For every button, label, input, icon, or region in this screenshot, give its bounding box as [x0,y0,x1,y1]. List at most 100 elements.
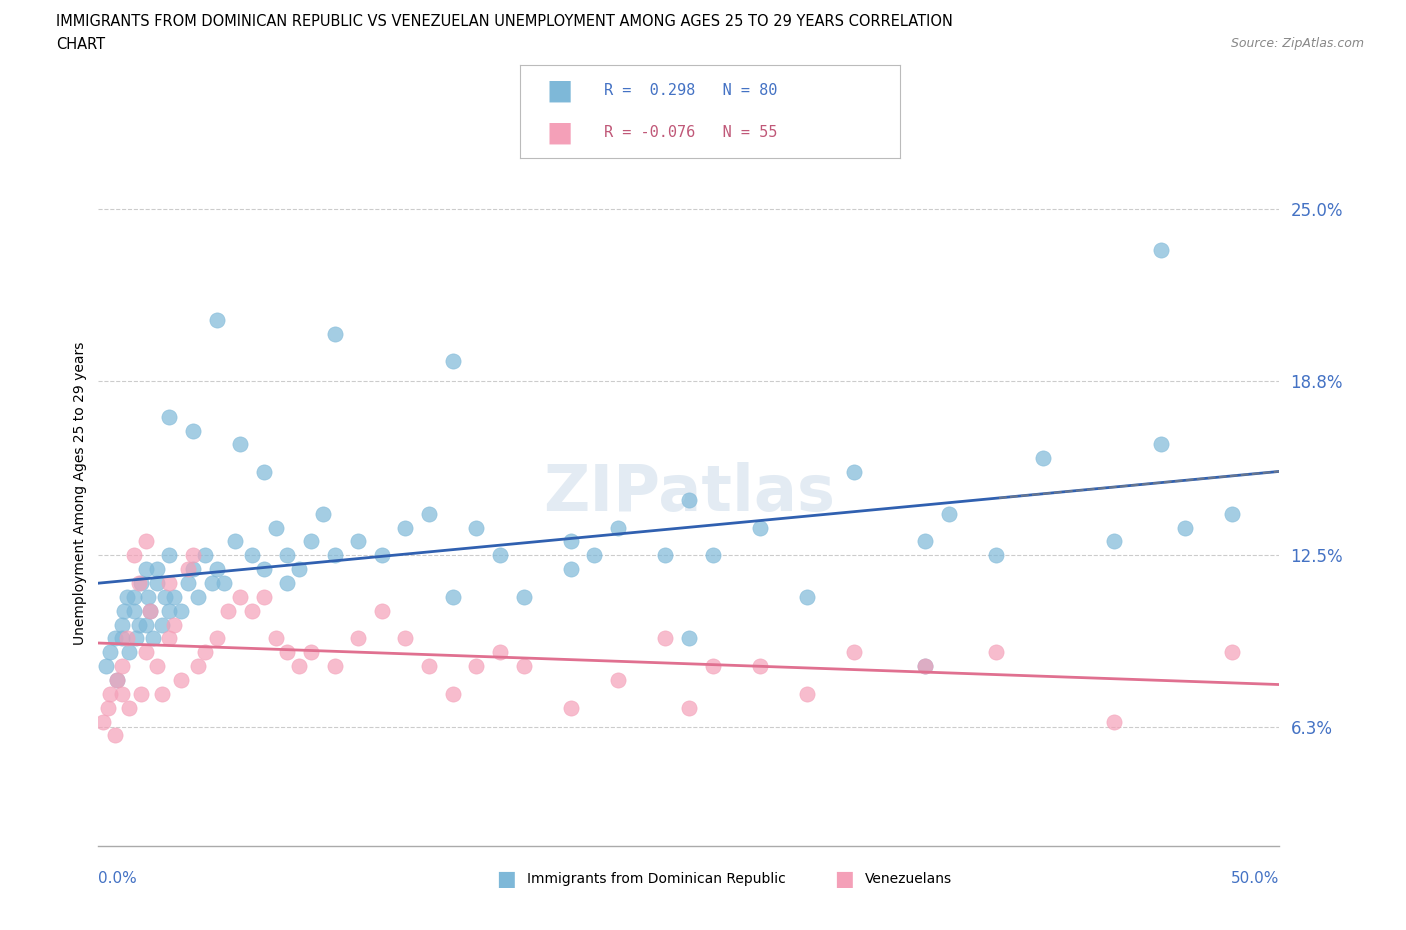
Point [122,604,145,618]
Point [276,548,298,563]
Point [253,562,276,577]
Point [394,631,416,645]
Point [157,576,180,591]
Point [118,700,141,715]
Point [264,520,287,535]
Point [201,576,224,591]
Point [157,548,180,563]
Point [139,604,162,618]
Point [212,576,235,591]
Point [142,631,165,645]
Point [253,465,276,480]
Point [135,534,157,549]
Point [205,631,228,645]
Point [205,562,228,577]
Point [702,548,724,563]
Point [104,631,127,645]
Point [678,700,700,715]
Point [465,658,488,673]
Point [150,618,173,632]
Point [394,520,416,535]
Point [153,590,176,604]
Point [229,437,252,452]
Point [194,548,217,563]
Point [111,658,134,673]
Point [112,604,135,618]
Text: CHART: CHART [56,37,105,52]
Point [796,590,818,604]
Text: 0.0%: 0.0% [98,871,138,886]
Point [91,714,114,729]
Point [170,604,193,618]
Point [984,644,1007,659]
Point [118,644,141,659]
Point [229,590,252,604]
Point [560,534,582,549]
Point [560,700,582,715]
Point [128,576,150,591]
Point [654,631,676,645]
Point [181,562,204,577]
Point [489,548,512,563]
Point [98,686,121,701]
Text: 50.0%: 50.0% [1232,871,1279,886]
Point [441,590,464,604]
Point [844,465,866,480]
Point [128,618,150,632]
Point [512,658,534,673]
Point [1174,520,1197,535]
Point [654,548,676,563]
Point [1220,644,1243,659]
Point [177,576,200,591]
Point [135,618,157,632]
Point [125,631,148,645]
Point [187,590,209,604]
Point [150,686,173,701]
Point [194,644,217,659]
Point [181,548,204,563]
Point [135,562,157,577]
Point [748,658,770,673]
Point [984,548,1007,563]
Point [702,658,724,673]
Point [323,326,346,341]
Point [465,520,488,535]
Point [1220,506,1243,521]
Point [122,548,145,563]
Point [146,562,169,577]
Point [135,644,157,659]
Point [583,548,606,563]
Point [418,658,440,673]
Point [347,631,370,645]
Point [748,520,770,535]
Point [371,548,394,563]
Point [489,644,512,659]
Text: Venezuelans: Venezuelans [865,871,952,886]
Point [115,590,138,604]
Point [418,506,440,521]
Point [157,604,180,618]
Point [98,644,121,659]
Y-axis label: Unemployment Among Ages 25 to 29 years: Unemployment Among Ages 25 to 29 years [73,341,87,644]
Point [115,631,138,645]
Point [914,658,936,673]
Point [276,576,298,591]
Point [129,686,152,701]
Point [938,506,960,521]
Point [299,644,322,659]
Point [105,672,128,687]
Point [323,658,346,673]
Point [678,631,700,645]
Point [312,506,335,521]
Point [796,686,818,701]
Text: IMMIGRANTS FROM DOMINICAN REPUBLIC VS VENEZUELAN UNEMPLOYMENT AMONG AGES 25 TO 2: IMMIGRANTS FROM DOMINICAN REPUBLIC VS VE… [56,14,953,29]
Point [129,576,152,591]
Point [1032,451,1054,466]
Point [264,631,287,645]
Text: ZIPatlas: ZIPatlas [543,462,835,524]
Point [240,604,263,618]
Point [441,686,464,701]
Point [299,534,322,549]
Point [163,590,186,604]
Point [187,658,209,673]
